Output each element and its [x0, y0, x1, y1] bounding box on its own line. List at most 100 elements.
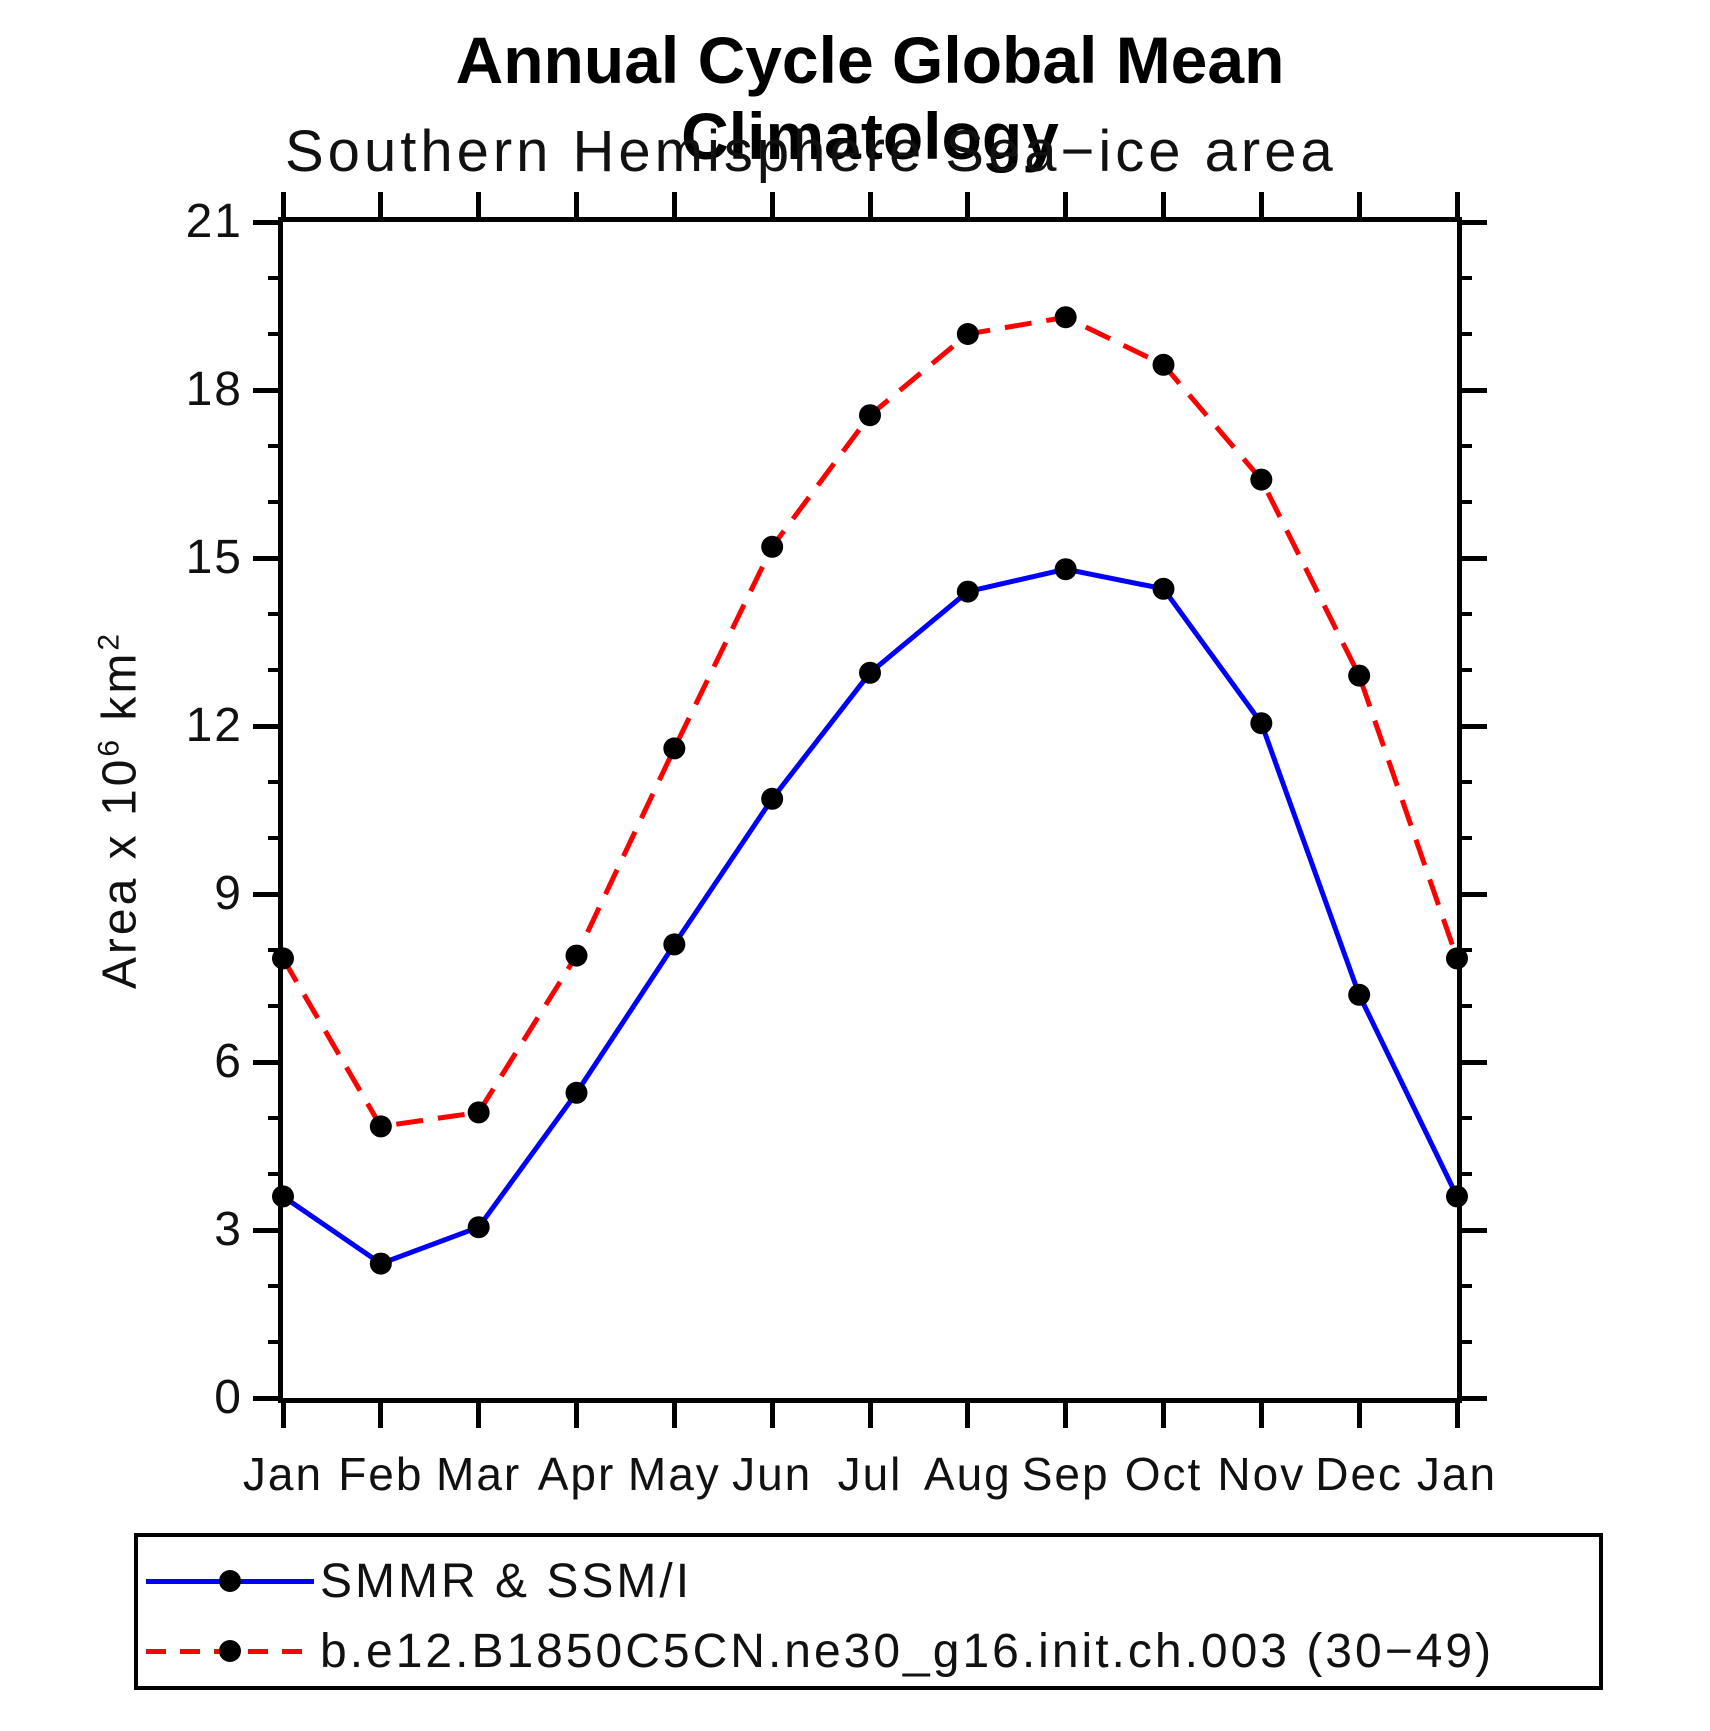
data-point [956, 323, 979, 345]
y-axis-tick-left [268, 500, 283, 504]
x-axis-tick-top [769, 192, 775, 222]
legend-line-sample [146, 1569, 314, 1593]
y-axis-tick-left [253, 555, 283, 561]
data-point [956, 580, 979, 603]
y-axis-tick-right [1457, 387, 1487, 393]
y-tick-label: 12 [185, 699, 243, 752]
x-tick-label: Jan [1416, 1448, 1498, 1500]
y-axis-tick-left [268, 1340, 283, 1344]
y-axis-tick-left [253, 1395, 283, 1401]
y-axis-tick-left [268, 836, 283, 840]
y-axis-tick-left [268, 332, 283, 336]
data-point [859, 661, 881, 684]
y-axis-tick-left [268, 612, 283, 616]
y-axis-tick-left [268, 1284, 283, 1288]
y-tick-label: 9 [214, 867, 243, 920]
y-axis-tick-right [1457, 1004, 1472, 1008]
data-point [467, 1216, 490, 1239]
data-point [761, 787, 784, 810]
legend-label: SMMR & SSM/I [320, 1554, 693, 1608]
y-axis-tick-left [253, 1059, 283, 1065]
chart-canvas [272, 306, 1468, 1275]
x-tick-label: Nov [1217, 1448, 1306, 1500]
x-axis-tick-top [965, 192, 971, 222]
data-point [369, 1252, 392, 1275]
y-tick-label: 18 [185, 363, 243, 416]
x-axis-tick-bottom [867, 1398, 873, 1428]
data-point [369, 1115, 392, 1138]
y-axis-tick-right [1457, 1340, 1472, 1344]
y-axis-tick-right [1457, 891, 1487, 897]
x-axis-tick-top [1356, 192, 1362, 222]
x-axis-tick-top [476, 192, 482, 222]
y-axis-tick-right [1457, 1284, 1472, 1288]
data-point [1250, 712, 1273, 735]
x-axis-tick-bottom [574, 1398, 579, 1428]
y-axis-tick-right [1457, 1172, 1472, 1176]
y-tick-label: 6 [214, 1035, 243, 1088]
x-tick-label: Jul [837, 1448, 903, 1500]
data-point [1446, 1185, 1468, 1208]
legend-marker-dot [219, 1640, 241, 1662]
legend-line-sample [146, 1639, 314, 1663]
x-tick-label: Oct [1124, 1448, 1203, 1500]
y-axis-tick-right [1457, 444, 1472, 448]
x-axis-tick-bottom [769, 1398, 775, 1428]
x-axis-tick-bottom [476, 1398, 482, 1428]
x-axis-tick-bottom [671, 1398, 677, 1428]
x-axis-tick-top [378, 192, 384, 222]
x-axis-tick-bottom [1356, 1398, 1362, 1428]
x-tick-label: Dec [1315, 1448, 1404, 1500]
data-point [663, 737, 686, 760]
y-axis-tick-right [1457, 1116, 1472, 1120]
chart-title: Annual Cycle Global Mean Climatology [455, 23, 1285, 173]
data-point [272, 947, 294, 970]
data-point [1250, 468, 1273, 491]
y-axis-tick-left [253, 387, 283, 393]
y-axis-tick-right [1457, 612, 1472, 616]
data-point [1348, 983, 1371, 1006]
x-tick-label: Jan [242, 1448, 324, 1500]
x-tick-label: Feb [338, 1448, 424, 1500]
data-point [1152, 577, 1175, 600]
data-point [1054, 306, 1077, 329]
x-axis-tick-top [1258, 192, 1264, 222]
x-tick-label: Apr [537, 1448, 616, 1500]
y-axis-tick-left [268, 444, 283, 448]
y-axis-tick-right [1457, 780, 1472, 784]
data-point [859, 404, 881, 427]
y-tick-label: 21 [185, 195, 243, 248]
x-axis-tick-top [1161, 192, 1166, 222]
y-axis-tick-left [268, 1004, 283, 1008]
y-axis-tick-left [268, 668, 283, 672]
y-axis-tick-left [268, 1116, 283, 1120]
y-axis-tick-left [253, 219, 283, 225]
y-axis-tick-left [268, 1172, 283, 1176]
y-axis-tick-right [1457, 1059, 1487, 1065]
y-axis-tick-left [253, 723, 283, 729]
x-tick-label: Jun [732, 1448, 813, 1500]
y-axis-tick-right [1457, 723, 1487, 729]
x-axis-tick-top [671, 192, 677, 222]
x-axis-tick-bottom [965, 1398, 971, 1428]
y-axis-tick-right [1457, 332, 1472, 336]
chart-subtitle: Southern Hemisphere Sea−ice area [285, 119, 1337, 184]
y-axis-tick-left [253, 1227, 283, 1233]
x-axis-tick-bottom [280, 1398, 286, 1428]
x-axis-tick-top [280, 192, 286, 222]
y-axis-tick-right [1457, 219, 1487, 225]
data-point [761, 535, 784, 558]
y-tick-label: 0 [214, 1371, 243, 1424]
x-axis-tick-bottom [1161, 1398, 1166, 1428]
y-axis-tick-right [1457, 555, 1487, 561]
y-tick-label: 15 [185, 531, 243, 584]
legend-entry: b.e12.B1850C5CN.ne30_g16.init.ch.003 (30… [146, 1616, 1494, 1686]
series-line-1 [280, 314, 1460, 1130]
data-point [1054, 558, 1077, 581]
y-axis-tick-left [268, 276, 283, 280]
x-axis-tick-bottom [1063, 1398, 1069, 1428]
y-axis-tick-left [268, 948, 283, 952]
x-axis-tick-top [574, 192, 579, 222]
x-axis-tick-top [1063, 192, 1069, 222]
data-point [565, 944, 588, 967]
